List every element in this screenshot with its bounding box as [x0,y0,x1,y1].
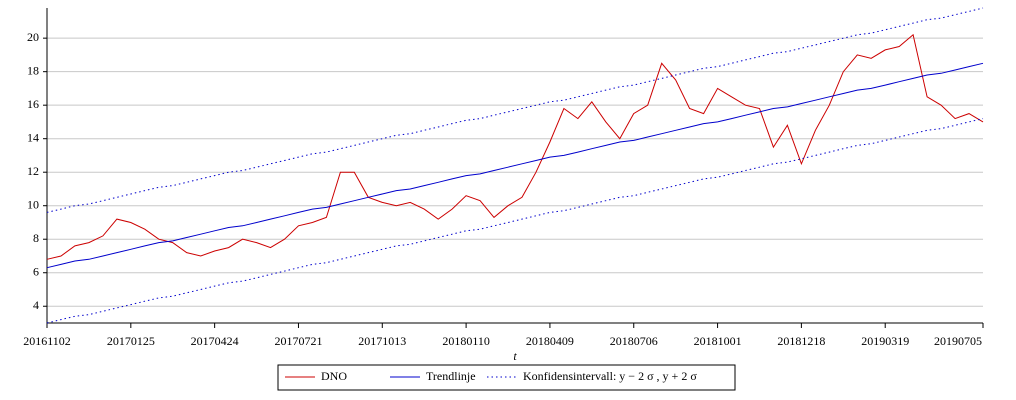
y-tick-label: 10 [27,197,39,211]
legend-label: Konfidensintervall: y − 2 σ , y + 2 σ [523,369,697,383]
x-tick-label: 20170721 [274,334,322,348]
x-tick-label: 20170125 [107,334,155,348]
legend-label: DNO [321,369,347,383]
x-tick-label: 20180110 [442,334,490,348]
x-tick-label: 20181001 [694,334,742,348]
series-line [46,7,984,213]
series-line [46,33,984,260]
y-tick-label: 16 [27,97,39,111]
x-tick-label: 20181218 [777,334,825,348]
y-tick-label: 20 [27,30,39,44]
x-tick-label: 20170424 [191,334,239,348]
y-tick-label: 14 [27,130,39,144]
x-tick-label: 20180409 [526,334,574,348]
y-tick-label: 6 [33,264,39,278]
x-tick-label: 20190705 [934,334,982,348]
x-tick-label: 20180706 [610,334,658,348]
x-axis-label: t [513,349,517,363]
x-tick-label: 20171013 [358,334,406,348]
y-tick-label: 18 [27,63,39,77]
y-tick-label: 4 [33,298,39,312]
x-tick-label: 20161102 [23,334,71,348]
x-tick-label: 20190319 [861,334,909,348]
legend-label: Trendlinje [426,369,476,383]
series-line [46,118,984,324]
series-line [46,62,984,269]
y-tick-label: 12 [27,164,39,178]
y-tick-label: 8 [33,231,39,245]
